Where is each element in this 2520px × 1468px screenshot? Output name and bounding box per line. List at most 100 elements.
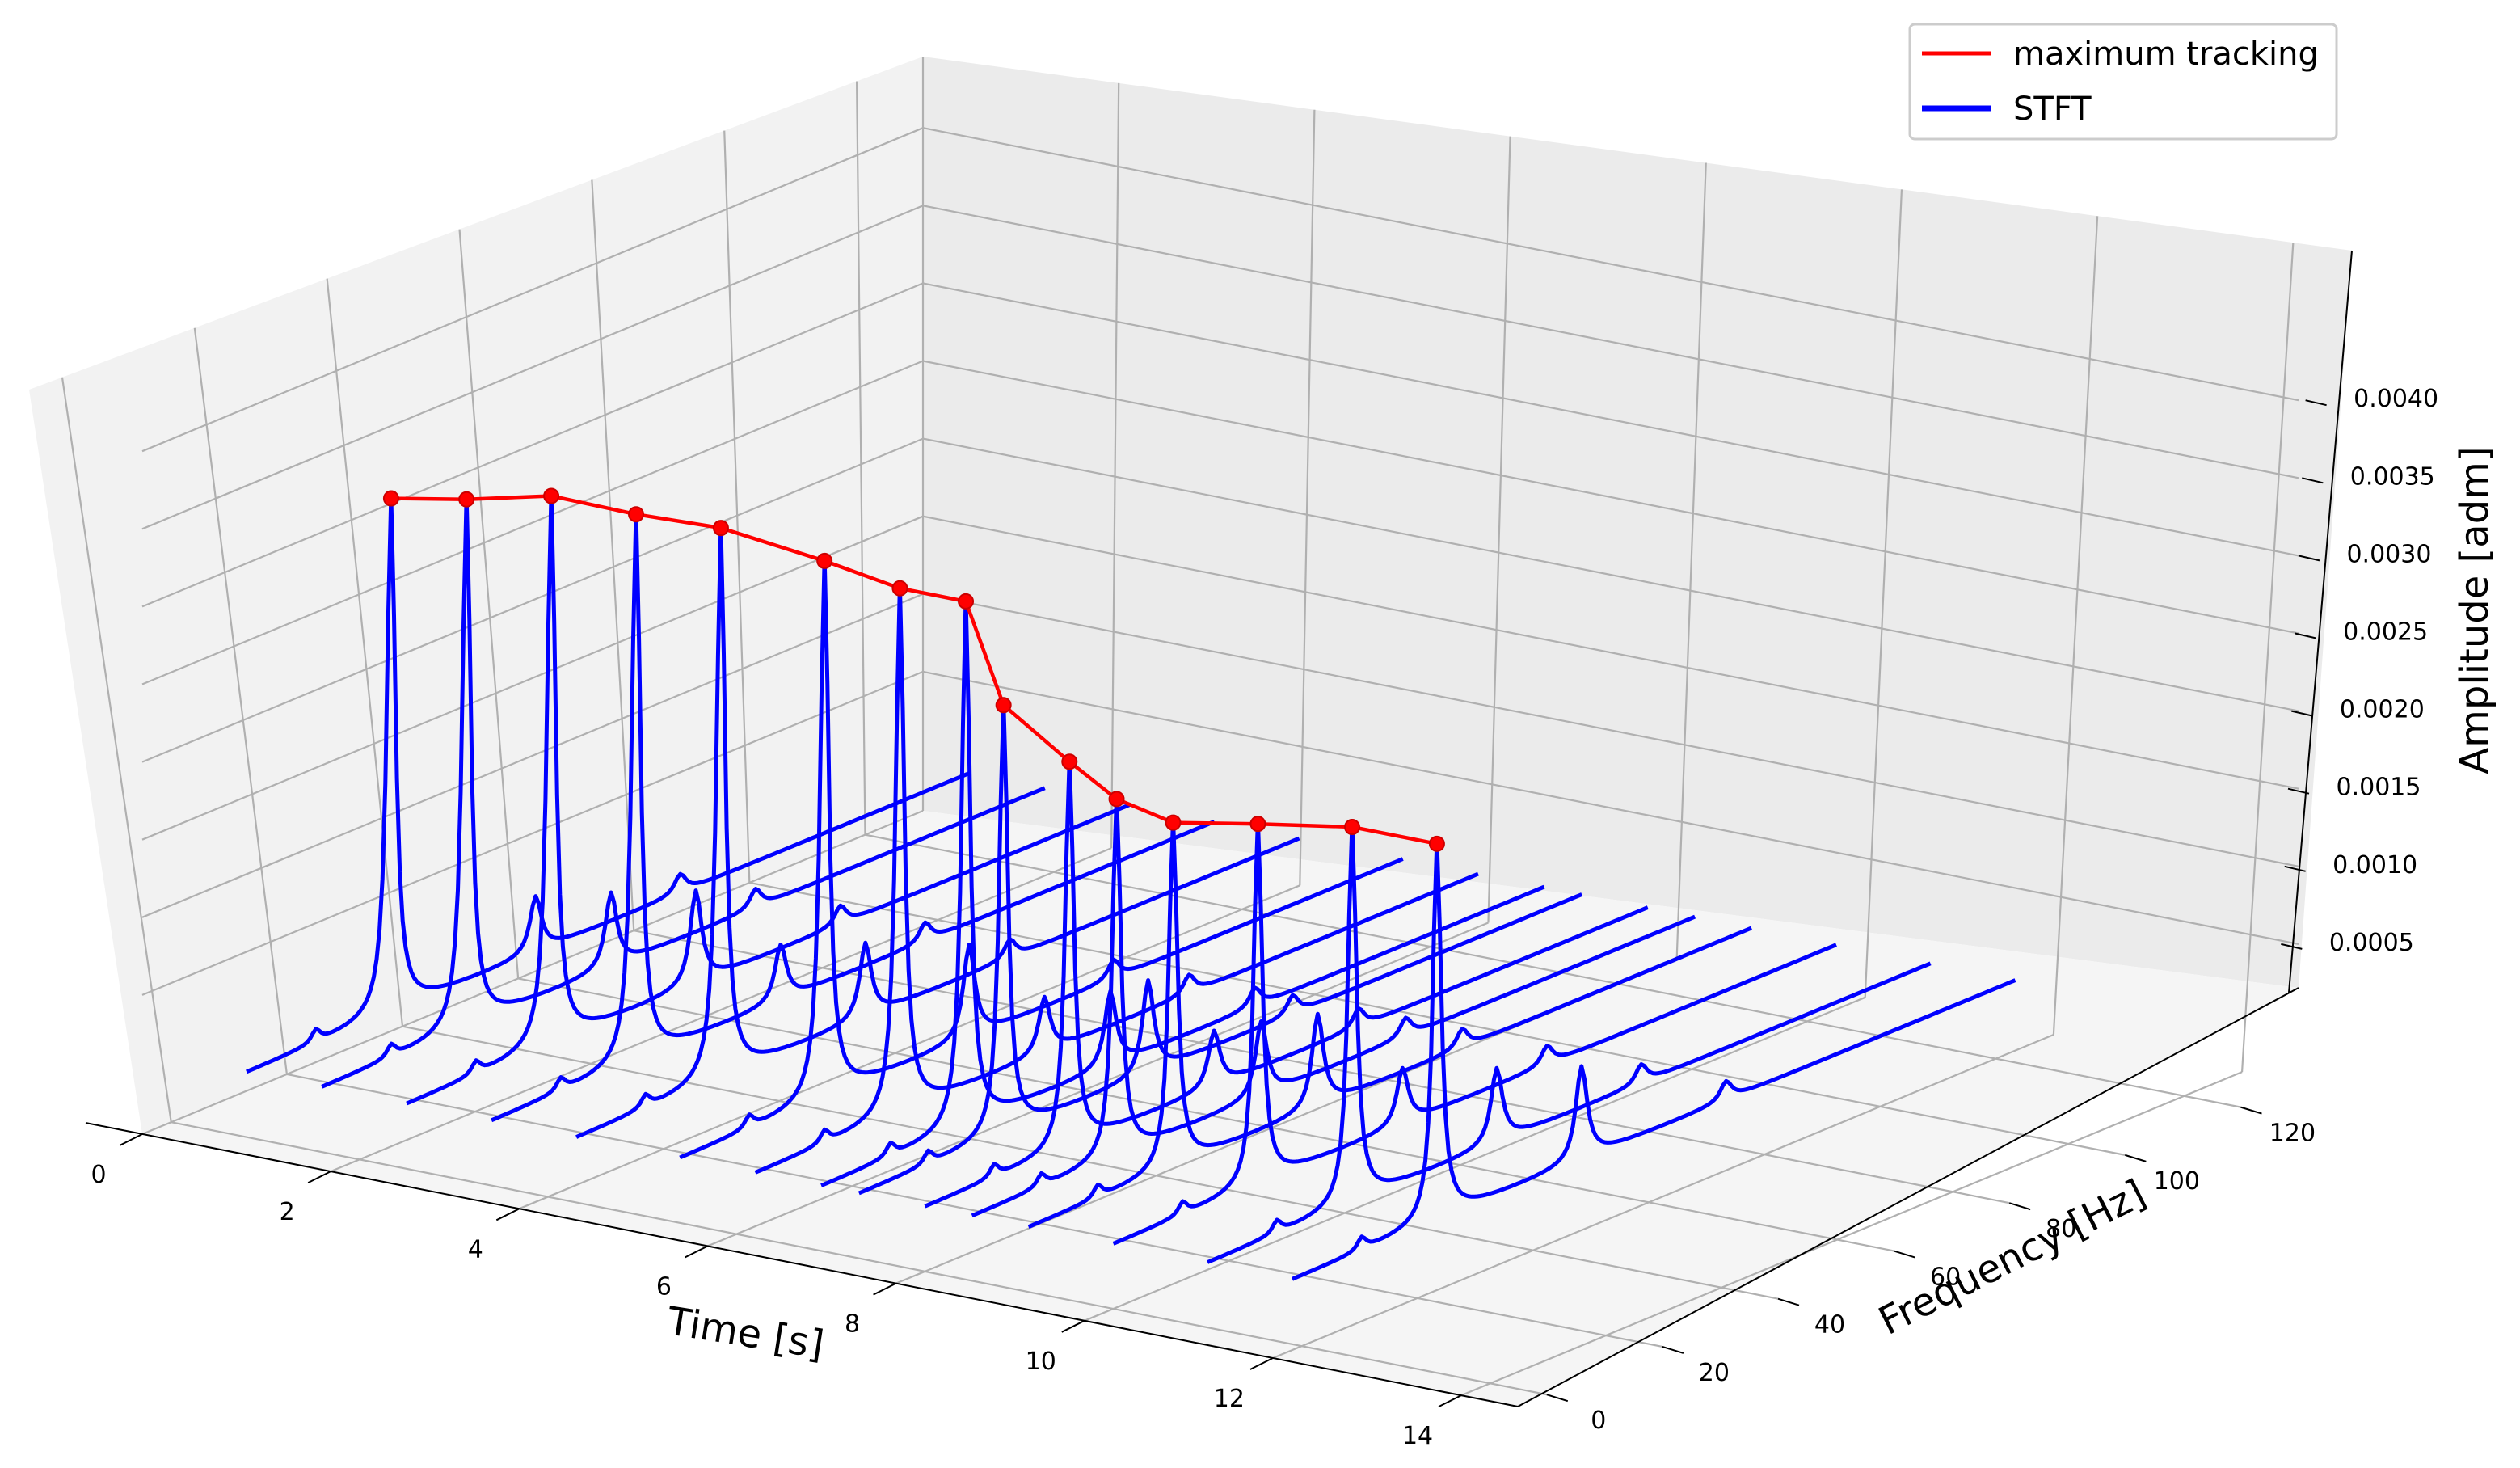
- z-tick-mark: [2295, 632, 2316, 639]
- grid-frequency: [286, 1073, 1663, 1348]
- maximum-tracking-point: [1165, 814, 1182, 831]
- y-axis-line: [1517, 987, 2299, 1407]
- grid-time: [1272, 1033, 2054, 1360]
- maximum-tracking-point: [995, 697, 1012, 714]
- z-axis-label: Amplitude [adm]: [2452, 446, 2497, 774]
- y-tick-mark: [1777, 1297, 1800, 1306]
- x-tick-label: 0: [91, 1161, 106, 1189]
- maximum-tracking-point: [816, 552, 833, 569]
- z-tick-label: 0.0025: [2343, 618, 2428, 647]
- grid-time: [330, 847, 1112, 1173]
- grid-amplitude: [141, 437, 2299, 763]
- z-tick-label: 0.0040: [2354, 385, 2438, 413]
- y-tick-label: 20: [1699, 1359, 1730, 1387]
- grid-frequency-wall: [61, 377, 172, 1123]
- grid-time-wall: [1487, 136, 1511, 923]
- z-tick-mark: [2291, 710, 2313, 717]
- grid-frequency-wall: [591, 179, 635, 931]
- stft-series: [246, 490, 2016, 1281]
- x-tick-label: 10: [1026, 1348, 1056, 1376]
- x-tick-mark: [495, 1208, 520, 1221]
- pane-back-wall: [923, 57, 2352, 988]
- z-tick-mark: [2284, 865, 2306, 872]
- x-tick-label: 6: [656, 1272, 672, 1301]
- grid-frequency: [634, 930, 2010, 1204]
- x-tick-label: 2: [280, 1198, 295, 1226]
- grid-time: [141, 809, 924, 1136]
- y-tick-label: 60: [1930, 1263, 1961, 1291]
- grid-time-wall: [1299, 109, 1316, 886]
- grid-frequency: [749, 881, 2126, 1156]
- legend-label-stft: STFT: [2013, 91, 2092, 128]
- x-tick-mark: [1438, 1394, 1462, 1408]
- grid-frequency-wall: [855, 81, 866, 835]
- stft-spectrum-line: [1207, 821, 1932, 1264]
- maximum-tracking-point: [543, 487, 560, 504]
- stft-spectrum-line: [971, 793, 1696, 1218]
- grid-time-wall: [2052, 216, 2099, 1036]
- stft-spectrum-line: [246, 493, 971, 1074]
- x-tick-label: 14: [1402, 1422, 1433, 1450]
- y-tick-label: 100: [2154, 1167, 2200, 1196]
- y-tick-mark: [1662, 1345, 1684, 1354]
- legend: maximum tracking STFT: [1908, 23, 2338, 141]
- x-tick-mark: [873, 1282, 897, 1296]
- x-tick-label: 12: [1214, 1385, 1245, 1413]
- stft-spectrum-line: [858, 699, 1583, 1196]
- y-tick-mark: [2008, 1202, 2031, 1211]
- grid-frequency: [402, 1025, 1779, 1300]
- grid-frequency: [517, 977, 1894, 1252]
- z-tick-label: 0.0020: [2340, 696, 2425, 724]
- grid-frequency-wall: [326, 278, 404, 1027]
- stft-spectrum-line: [406, 490, 1131, 1106]
- grid-amplitude: [141, 205, 2299, 530]
- maximum-tracking-point: [712, 520, 729, 537]
- grid-lines: [61, 57, 2299, 1397]
- x-tick-mark: [119, 1133, 143, 1146]
- stft-spectrum-line: [1291, 838, 2016, 1281]
- stft-spectrum-line: [491, 508, 1216, 1123]
- stft-spectrum-line: [1112, 818, 1837, 1246]
- grid-amplitude: [141, 360, 2299, 685]
- legend-frame: [1908, 23, 2338, 141]
- stft-spectrum-line: [321, 494, 1046, 1089]
- grid-time: [1460, 1071, 2243, 1397]
- axes-panes: [29, 57, 2352, 1407]
- maximum-tracking-point: [958, 593, 975, 610]
- grid-time-wall: [1675, 162, 1707, 960]
- maximum-tracking-series: [382, 487, 1445, 852]
- z-tick-mark: [2305, 399, 2327, 407]
- x-tick-mark: [307, 1171, 331, 1184]
- maximum-tracking-point: [628, 506, 645, 523]
- z-tick-label: 0.0010: [2332, 851, 2417, 880]
- maximum-tracking-point: [891, 580, 908, 597]
- maximum-tracking-point: [458, 491, 475, 508]
- z-tick-mark: [2287, 787, 2310, 795]
- stft-spectrum-line: [1027, 816, 1753, 1230]
- grid-time-wall: [1110, 82, 1120, 849]
- maximum-tracking-point: [1428, 835, 1445, 852]
- maximum-tracking-point: [382, 490, 399, 507]
- x-tick-mark: [1249, 1357, 1274, 1370]
- legend-label-maximum-tracking: maximum tracking: [2013, 36, 2319, 73]
- x-tick-mark: [1061, 1319, 1085, 1333]
- z-tick-mark: [2302, 477, 2324, 484]
- grid-time: [1084, 996, 1866, 1322]
- y-tick-mark: [1546, 1394, 1569, 1403]
- tick-marks: 0 2 4 6 8 10 12 14 0 20 40 60 80 100 120 0.0005 0.0010 0.…: [91, 385, 2438, 1450]
- grid-amplitude: [141, 127, 2299, 453]
- y-tick-label: 80: [2046, 1215, 2076, 1243]
- axes-lines: [85, 250, 2353, 1407]
- x-axis-label: Time [s]: [664, 1298, 828, 1368]
- y-tick-label: 40: [1814, 1311, 1845, 1339]
- maximum-tracking-point: [1249, 816, 1266, 833]
- z-axis-line: [2288, 250, 2353, 993]
- grid-amplitude: [141, 515, 2299, 841]
- grid-frequency-wall: [193, 327, 288, 1075]
- y-tick-mark: [2240, 1106, 2262, 1115]
- maximum-tracking-point: [1061, 753, 1078, 770]
- y-tick-mark: [2125, 1154, 2147, 1162]
- z-tick-label: 0.0005: [2329, 929, 2414, 957]
- z-tick-label: 0.0030: [2346, 540, 2431, 568]
